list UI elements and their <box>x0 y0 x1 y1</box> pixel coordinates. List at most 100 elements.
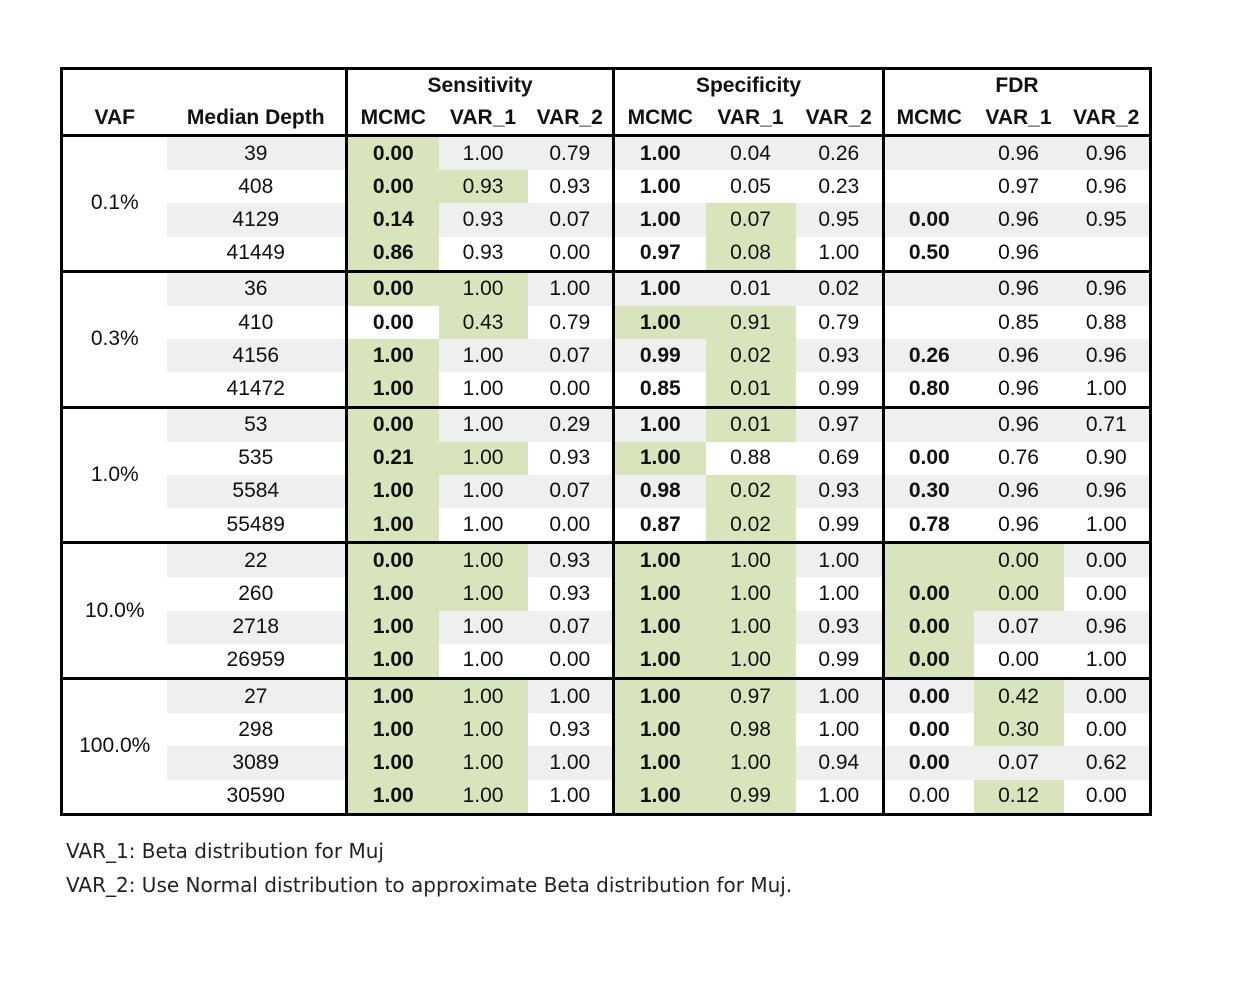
value-cell: 1.00 <box>462 648 504 672</box>
column-header: MCMC <box>612 102 706 137</box>
value-cell: 0.08 <box>705 236 796 272</box>
value-cell: 0.00 <box>1085 784 1127 808</box>
value-cell: 0.00 <box>345 170 439 204</box>
value-cell: 1.00 <box>527 746 614 780</box>
median-depth-cell: 2718 <box>166 610 347 644</box>
vaf-cell: 1.0% <box>61 405 167 543</box>
table-row: 4129 0.14 0.93 0.07 1.00 0.07 0.95 0.00 0.96 0.95 <box>62 203 1151 237</box>
value-cell: 1.00 <box>438 541 528 578</box>
value-cell <box>882 405 974 442</box>
value-cell: 0.99 <box>705 779 796 815</box>
results-table: Sensitivity Specificity FDR VAF Median D… <box>60 67 1152 816</box>
median-depth-cell: 4156 <box>166 339 347 373</box>
value-cell: 0.96 <box>998 512 1039 536</box>
table-row: 10.0% 22 0.00 1.00 0.93 1.00 1.00 1.00 0.00 0.00 <box>61 541 1151 679</box>
table-row: 41449 0.86 0.93 0.00 0.97 0.08 1.00 0.50 0.96 <box>62 236 1151 272</box>
value-cell: 1.00 <box>345 713 439 747</box>
value-cell: 1.00 <box>438 441 528 475</box>
value-cell: 0.07 <box>527 474 614 509</box>
value-cell: 0.42 <box>973 677 1064 714</box>
value-cell: 1.00 <box>612 441 706 475</box>
value-cell: 0.23 <box>818 174 860 198</box>
value-cell: 0.30 <box>973 713 1064 747</box>
value-cell: 1.00 <box>345 779 439 815</box>
value-cell: 0.93 <box>549 174 591 198</box>
value-cell: 0.96 <box>973 474 1064 509</box>
value-cell: 1.00 <box>795 541 884 578</box>
value-cell: 1.00 <box>345 474 439 509</box>
vaf-cell: 10.0% <box>61 541 167 679</box>
value-cell: 0.79 <box>818 310 860 334</box>
value-cell: 0.85 <box>998 310 1039 334</box>
median-depth-cell: 26959 <box>226 648 285 672</box>
median-depth-cell: 53 <box>166 405 347 442</box>
value-cell: 1.00 <box>345 610 439 644</box>
median-depth-cell: 41472 <box>226 376 285 400</box>
table-row: 30590 1.00 1.00 1.00 1.00 0.99 1.00 0.00 0.12 0.0… <box>62 779 1151 815</box>
median-depth-cell: 41449 <box>226 241 285 265</box>
value-cell: 1.00 <box>1085 512 1127 536</box>
value-cell: 0.29 <box>527 405 614 442</box>
value-cell: 0.96 <box>1063 339 1151 373</box>
value-cell: 0.93 <box>527 541 614 578</box>
value-cell: 0.30 <box>882 474 974 509</box>
value-cell: 0.00 <box>549 376 591 400</box>
value-cell: 0.76 <box>998 446 1039 470</box>
value-cell <box>882 541 974 578</box>
median-depth-cell: 36 <box>166 269 347 306</box>
value-cell: 0.14 <box>345 203 439 237</box>
value-cell: 0.78 <box>882 508 974 543</box>
value-cell: 0.26 <box>882 339 974 373</box>
value-cell: 0.26 <box>795 134 884 171</box>
value-cell: 0.79 <box>549 310 591 334</box>
value-cell: 1.00 <box>818 784 860 808</box>
value-cell: 0.00 <box>998 648 1039 672</box>
value-cell: 1.00 <box>438 405 528 442</box>
value-cell <box>1064 237 1151 272</box>
table-row: 3089 1.00 1.00 1.00 1.00 1.00 0.94 0.00 0.07 0.62 <box>62 746 1151 780</box>
table-row: 298 1.00 1.00 0.93 1.00 0.98 1.00 0.00 0.30 0.00 <box>62 713 1151 747</box>
column-header: VAR_1 <box>705 102 796 137</box>
value-cell: 0.00 <box>549 648 591 672</box>
value-cell: 1.00 <box>612 577 706 611</box>
value-cell: 0.96 <box>1063 134 1151 171</box>
value-cell: 0.97 <box>612 236 706 272</box>
value-cell: 1.00 <box>438 746 528 780</box>
value-cell: 1.00 <box>612 677 706 714</box>
value-cell: 0.00 <box>1085 717 1127 741</box>
value-cell: 1.00 <box>705 643 796 679</box>
column-header: VAR_2 <box>1063 102 1151 137</box>
value-cell: 1.00 <box>612 713 706 747</box>
value-cell: 1.00 <box>438 269 528 306</box>
value-cell: 0.98 <box>705 713 796 747</box>
value-cell: 1.00 <box>612 643 706 679</box>
value-cell: 0.96 <box>973 405 1064 442</box>
table-row: 0.1% 39 0.00 1.00 0.79 1.00 0.04 0.26 0.96 0.96 <box>61 134 1151 272</box>
median-depth-cell: 4129 <box>166 203 347 237</box>
value-cell <box>882 170 974 204</box>
vaf-cell: 100.0% <box>61 677 167 815</box>
value-cell: 0.93 <box>549 446 591 470</box>
value-cell: 1.00 <box>612 541 706 578</box>
value-cell: 0.98 <box>612 474 706 509</box>
median-depth-cell: 410 <box>238 310 274 334</box>
value-cell: 0.00 <box>882 441 974 475</box>
median-depth-cell: 30590 <box>226 784 285 808</box>
column-header: VAR_1 <box>973 102 1064 137</box>
table-row: 2718 1.00 1.00 0.07 1.00 1.00 0.93 0.00 0.07 0.96 <box>62 610 1151 644</box>
value-cell: 1.00 <box>818 717 860 741</box>
value-cell: 1.00 <box>818 241 860 265</box>
value-cell: 1.00 <box>795 677 884 714</box>
table-row: 1.0% 53 0.00 1.00 0.29 1.00 0.01 0.97 0.96 0.71 <box>61 405 1151 543</box>
value-cell: 0.97 <box>795 405 884 442</box>
median-depth-cell: 298 <box>238 717 274 741</box>
value-cell: 0.00 <box>345 405 439 442</box>
value-cell: 1.00 <box>612 203 706 237</box>
table-row: 410 0.00 0.43 0.79 1.00 0.91 0.79 0.85 0.88 <box>62 305 1151 340</box>
value-cell: 1.00 <box>438 677 528 714</box>
group-header-specificity: Specificity <box>612 68 884 102</box>
value-cell: 1.00 <box>1085 376 1127 400</box>
column-header: VAR_1 <box>438 102 528 137</box>
table-row: 260 1.00 1.00 0.93 1.00 1.00 1.00 0.00 0.00 0.00 <box>62 577 1151 611</box>
value-cell: 0.96 <box>998 241 1039 265</box>
